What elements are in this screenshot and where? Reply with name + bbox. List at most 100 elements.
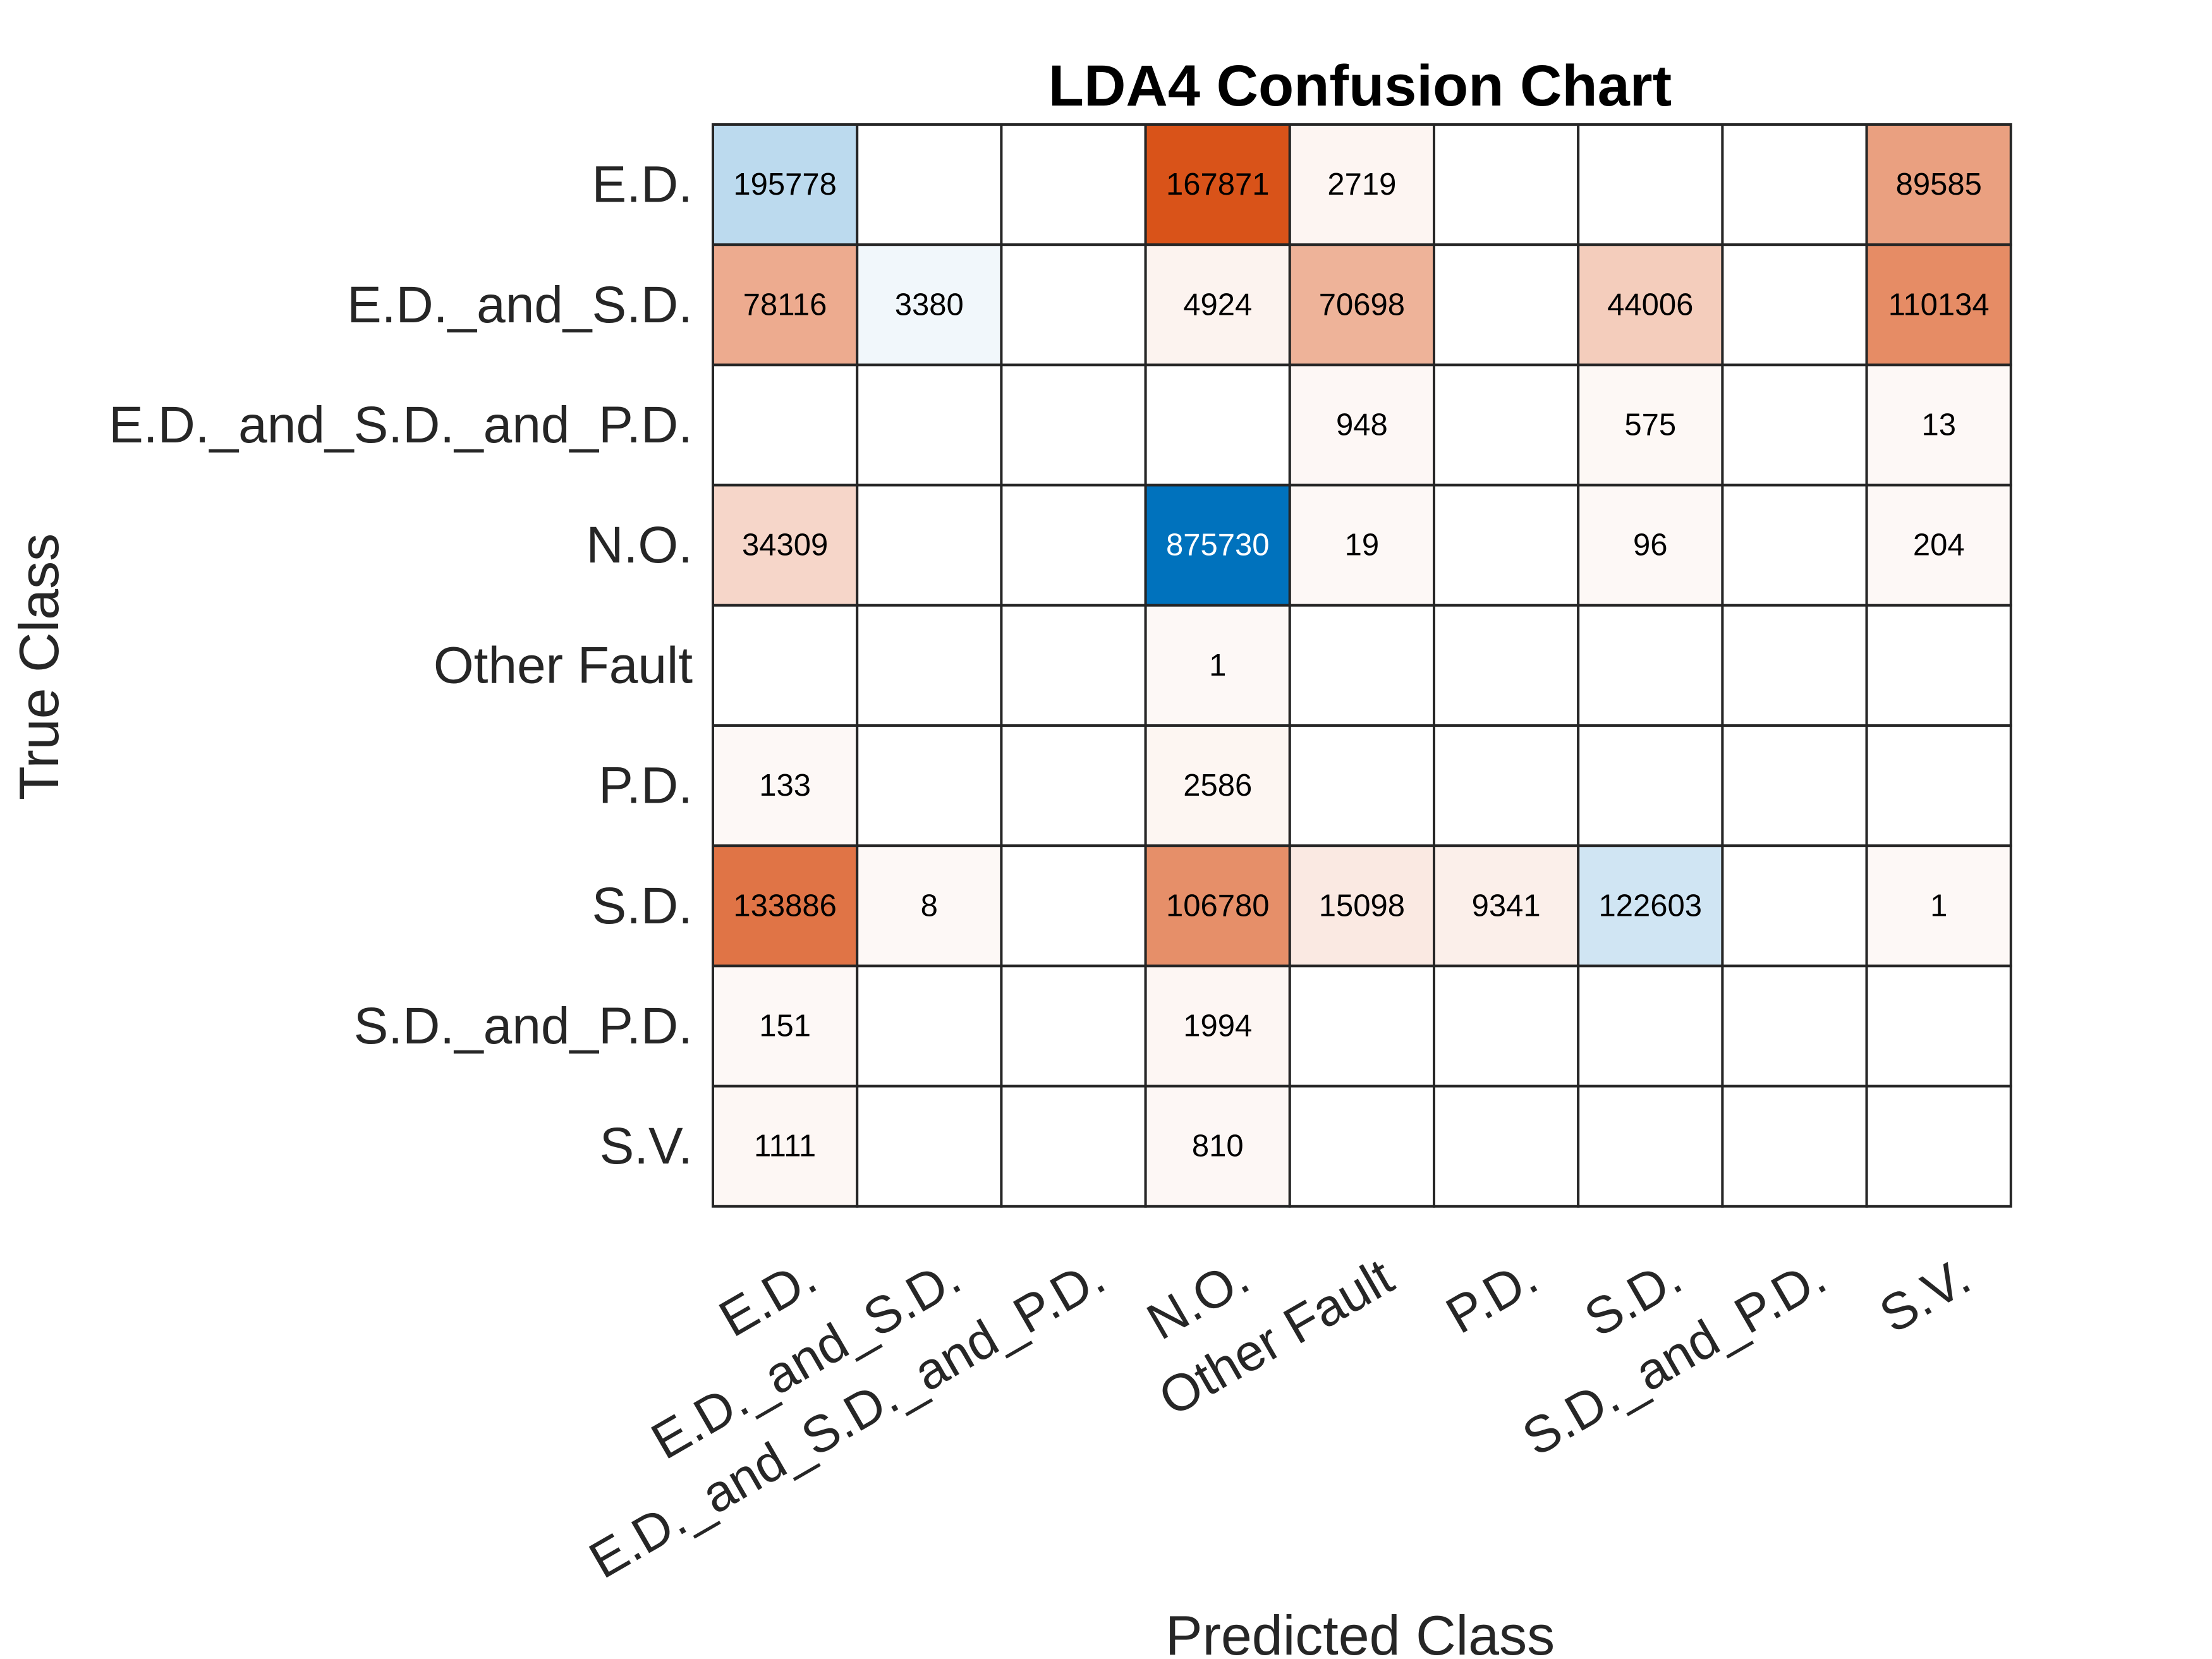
cell-r6-c2 <box>1000 844 1147 968</box>
cell-r3-c1 <box>856 483 1003 607</box>
cell-value: 78116 <box>743 288 827 322</box>
cell-r2-c0 <box>712 363 859 487</box>
cell-value: 19 <box>1345 528 1380 562</box>
y-tick-label: E.D._and_S.D. <box>347 276 693 334</box>
cell-r4-c2 <box>1000 604 1147 727</box>
cell-r4-c3 <box>1144 604 1291 727</box>
chart-title: LDA4 Confusion Chart <box>1048 54 1672 118</box>
cell-r1-c8 <box>1865 243 2012 367</box>
cell-r5-c5 <box>1433 724 1580 848</box>
cell-value: 122603 <box>1599 889 1703 923</box>
cell-r3-c2 <box>1000 483 1147 607</box>
cell-r7-c4 <box>1288 964 1436 1088</box>
cell-r6-c7 <box>1721 844 1868 968</box>
cell-r5-c6 <box>1577 724 1724 848</box>
cell-r2-c5 <box>1433 363 1580 487</box>
cell-r1-c5 <box>1433 243 1580 367</box>
cell-r7-c7 <box>1721 964 1868 1088</box>
cell-r6-c6 <box>1577 844 1724 968</box>
cell-r4-c6 <box>1577 604 1724 727</box>
cell-r8-c5 <box>1433 1085 1580 1208</box>
cell-value: 44006 <box>1607 288 1693 322</box>
x-tick-labels: E.D.E.D._and_S.D.E.D._and_S.D._and_P.D. N… <box>580 1248 1980 1589</box>
cell-r6-c4 <box>1288 844 1436 968</box>
cell-value: 4924 <box>1183 288 1252 322</box>
cell-value: 110134 <box>1888 288 1990 322</box>
cell-value: 9341 <box>1472 889 1541 923</box>
cell-r4-c8 <box>1865 604 2012 727</box>
cell-r5-c7 <box>1721 724 1868 848</box>
cell-value: 8 <box>921 889 938 923</box>
y-tick-label: Other Fault <box>434 636 693 694</box>
cell-r7-c6 <box>1577 964 1724 1088</box>
cell-value: 167871 <box>1166 167 1270 202</box>
cell-r8-c0 <box>712 1085 859 1208</box>
cell-r8-c2 <box>1000 1085 1147 1208</box>
cell-r5-c1 <box>856 724 1003 848</box>
cell-value: 133886 <box>733 889 837 923</box>
cell-r3-c8 <box>1865 483 2012 607</box>
cell-r0-c1 <box>856 123 1003 246</box>
cell-value: 875730 <box>1166 528 1270 562</box>
cell-value: 34309 <box>742 528 828 562</box>
cell-r4-c4 <box>1288 604 1436 727</box>
cell-value: 1 <box>1209 648 1226 683</box>
cell-r3-c5 <box>1433 483 1580 607</box>
cell-r0-c5 <box>1433 123 1580 246</box>
cell-r0-c3 <box>1144 123 1291 246</box>
cell-r5-c3 <box>1144 724 1291 848</box>
y-tick-label: N.O. <box>586 516 693 574</box>
cell-r0-c7 <box>1721 123 1868 246</box>
cell-r5-c0 <box>712 724 859 848</box>
y-tick-label: E.D._and_S.D._and_P.D. <box>109 396 693 454</box>
cell-r7-c5 <box>1433 964 1580 1088</box>
y-tick-labels: E.D. E.D._and_S.D. E.D._and_S.D._and_P.D. N… <box>109 156 693 1176</box>
cell-r6-c1 <box>856 844 1003 968</box>
y-tick-label: S.D._and_P.D. <box>354 997 693 1055</box>
y-axis-label: True Class <box>8 533 70 800</box>
cell-r5-c2 <box>1000 724 1147 848</box>
cell-r3-c0 <box>712 483 859 607</box>
x-tick-label: S.V. <box>1870 1248 1979 1344</box>
cell-r7-c0 <box>712 964 859 1088</box>
cell-value: 96 <box>1633 528 1668 562</box>
cell-r0-c0 <box>712 123 859 246</box>
cell-r4-c0 <box>712 604 859 727</box>
cell-r2-c1 <box>856 363 1003 487</box>
cell-r8-c8 <box>1865 1085 2012 1208</box>
cell-r2-c7 <box>1721 363 1868 487</box>
cell-r2-c3 <box>1144 363 1291 487</box>
cell-r4-c7 <box>1721 604 1868 727</box>
cell-r1-c1 <box>856 243 1003 367</box>
cell-r8-c6 <box>1577 1085 1724 1208</box>
cell-value: 106780 <box>1166 889 1270 923</box>
cell-value: 948 <box>1336 408 1388 442</box>
cell-value: 133 <box>759 769 811 803</box>
cell-r1-c4 <box>1288 243 1436 367</box>
cell-r4-c5 <box>1433 604 1580 727</box>
cell-r6-c8 <box>1865 844 2012 968</box>
cell-value: 1994 <box>1183 1009 1252 1043</box>
cell-r0-c4 <box>1288 123 1436 246</box>
cell-r1-c7 <box>1721 243 1868 367</box>
cell-r6-c0 <box>712 844 859 968</box>
cell-r4-c1 <box>856 604 1003 727</box>
y-tick-label: E.D. <box>592 156 693 214</box>
cell-value: 13 <box>1921 408 1956 442</box>
y-tick-label: S.D. <box>592 877 693 935</box>
cell-value: 1111 <box>754 1129 816 1164</box>
cell-value: 89585 <box>1896 167 1982 202</box>
cell-value: 3380 <box>895 288 964 322</box>
cell-r2-c2 <box>1000 363 1147 487</box>
cell-grid: 195778 167871 2719 89585 78116 3380 4924 70698 4… <box>712 123 2012 1208</box>
cell-r8-c4 <box>1288 1085 1436 1208</box>
cell-value: 1 <box>1930 889 1947 923</box>
cell-value: 195778 <box>733 167 837 202</box>
x-tick-label: P.D. <box>1437 1248 1547 1344</box>
cell-r5-c4 <box>1288 724 1436 848</box>
y-tick-label: P.D. <box>599 757 693 815</box>
cell-r2-c6 <box>1577 363 1724 487</box>
cell-value: 151 <box>759 1009 811 1043</box>
cell-value: 15098 <box>1319 889 1405 923</box>
